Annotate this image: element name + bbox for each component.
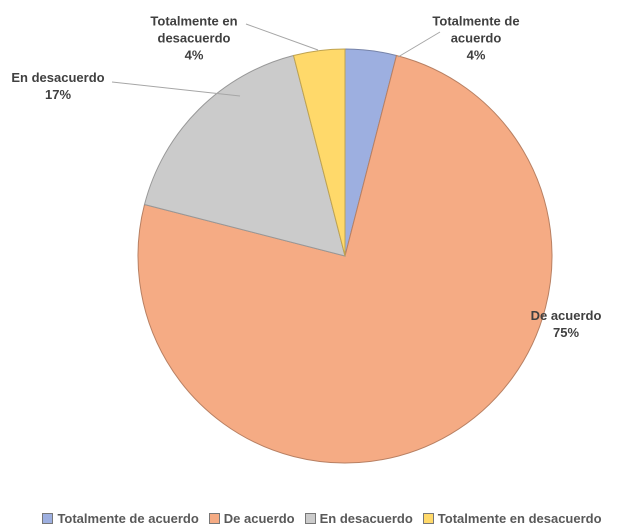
legend-item: Totalmente en desacuerdo: [422, 511, 602, 526]
legend-label: En desacuerdo: [319, 511, 413, 526]
pie-slice: [292, 48, 346, 257]
data-label-category: En desacuerdo: [11, 70, 105, 85]
data-label-value: 4%: [184, 47, 204, 63]
legend-swatch: [304, 513, 316, 524]
leader-line: [111, 81, 241, 97]
legend-swatch: [208, 513, 220, 524]
pie-slice: [143, 54, 346, 257]
data-label-category: Totalmente de acuerdo: [432, 13, 520, 46]
data-label-value: 4%: [466, 47, 486, 63]
legend-item: Totalmente de acuerdo: [42, 511, 199, 526]
legend-label: Totalmente en desacuerdo: [437, 511, 602, 526]
data-label-category: De acuerdo: [530, 308, 602, 323]
legend-swatch: [422, 513, 434, 524]
legend-item: De acuerdo: [208, 511, 295, 526]
legend: Totalmente de acuerdo De acuerdo En desacu…: [0, 511, 644, 526]
data-label-category: Totalmente en desacuerdo: [150, 13, 238, 46]
leader-line: [397, 31, 441, 58]
data-label: Totalmente de acuerdo 4%: [426, 13, 526, 64]
data-label-value: 75%: [552, 325, 580, 340]
data-label: Totalmente en desacuerdo 4%: [144, 13, 244, 64]
data-label: De acuerdo 75%: [511, 307, 621, 341]
legend-label: Totalmente de acuerdo: [57, 511, 199, 526]
data-label: En desacuerdo 17%: [3, 69, 113, 103]
data-label-value: 17%: [44, 87, 72, 102]
pie-slice: [137, 54, 553, 464]
leader-line: [245, 23, 319, 51]
legend-item: En desacuerdo: [304, 511, 413, 526]
legend-label: De acuerdo: [223, 511, 295, 526]
legend-swatch: [42, 513, 54, 524]
